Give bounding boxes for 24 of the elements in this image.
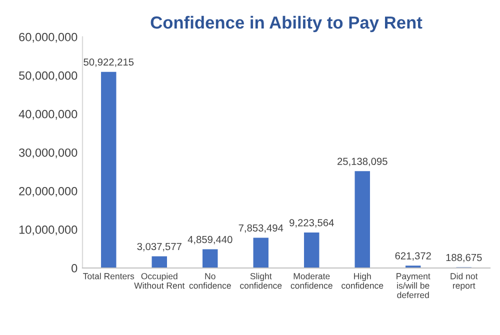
x-tick-label: No confidence: [189, 273, 231, 289]
x-tick-label: Payment is/will be deferred: [396, 273, 430, 298]
data-label: 7,853,494: [238, 224, 284, 233]
data-label: 3,037,577: [137, 242, 182, 252]
y-tick-label: 30,000,000: [19, 148, 78, 158]
y-tick-label: 0: [72, 264, 78, 272]
x-tick-label: High confidence: [342, 272, 384, 289]
data-label: 4,859,440: [188, 236, 232, 244]
y-tick-label: 50,000,000: [19, 71, 78, 82]
data-label: 9,223,564: [290, 219, 334, 228]
x-tick-label: Moderate confidence: [290, 272, 332, 289]
data-label: 25,138,095: [338, 158, 388, 166]
data-label: 50,922,215: [84, 58, 134, 67]
x-tick-label: Total Renters: [83, 272, 134, 280]
chart-title: Confidence in Ability to Pay Rent: [150, 16, 422, 32]
data-label: 188,675: [446, 254, 482, 262]
x-tick-label: Slight confidence: [240, 272, 282, 289]
x-tick-label: Did not report: [450, 272, 478, 290]
y-tick-label: 20,000,000: [19, 186, 78, 197]
y-tick-label: 40,000,000: [18, 110, 78, 120]
y-tick-label: 10,000,000: [19, 226, 78, 236]
y-tick-label: 60,000,000: [19, 32, 78, 43]
x-tick-label: Occupied Without Rent: [134, 272, 185, 289]
data-label: 621,372: [395, 252, 431, 261]
